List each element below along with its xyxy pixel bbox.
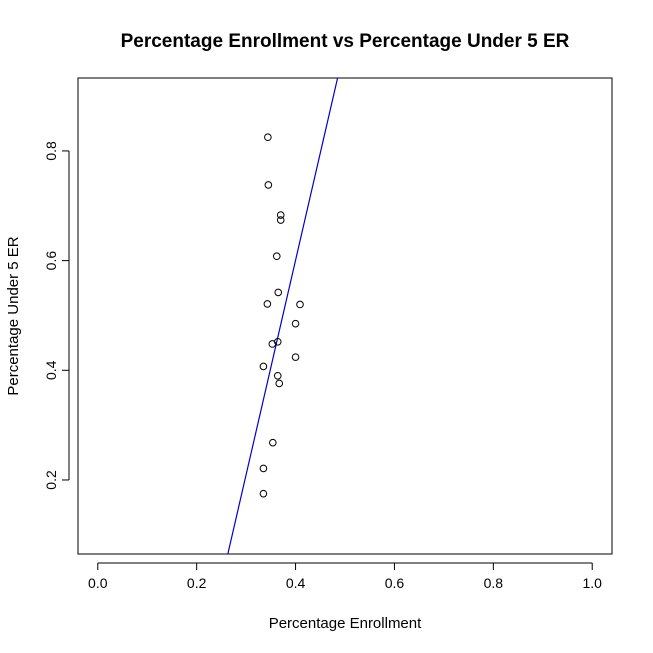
data-point (259, 362, 268, 371)
y-axis-label: Percentage Under 5 ER (5, 236, 22, 395)
data-point (273, 371, 282, 380)
y-tick-label: 0.4 (43, 360, 59, 380)
x-axis-label: Percentage Enrollment (269, 615, 422, 632)
data-point (291, 353, 300, 361)
data-point (264, 133, 272, 142)
plot-frame (77, 77, 613, 555)
chart-title: Percentage Enrollment vs Percentage Unde… (121, 31, 570, 52)
data-point (291, 319, 300, 328)
x-tick-label: 1.0 (582, 575, 602, 591)
y-tick-label: 0.2 (43, 470, 59, 490)
y-axis: 0.2 0.4 0.6 0.8 (43, 141, 70, 490)
x-tick-label: 0.2 (187, 575, 207, 591)
data-point (274, 288, 283, 297)
x-tick-label: 0.6 (385, 575, 405, 591)
x-tick-label: 0.0 (88, 575, 108, 591)
data-point (259, 464, 268, 473)
data-point (259, 489, 268, 498)
x-axis: 0.0 0.2 0.4 0.6 0.8 1.0 (88, 562, 602, 591)
data-point (276, 211, 285, 219)
data-point (276, 216, 285, 224)
data-point (263, 300, 272, 308)
y-tick-label: 0.6 (43, 251, 59, 271)
data-point (264, 181, 273, 189)
data-point (275, 379, 284, 388)
fit-line-layer (227, 77, 339, 555)
x-tick-label: 0.8 (484, 575, 504, 591)
data-point (269, 438, 277, 447)
y-tick-label: 0.8 (43, 141, 59, 161)
data-point (268, 340, 277, 348)
data-point (272, 252, 281, 261)
data-point (296, 300, 304, 309)
x-tick-label: 0.4 (286, 575, 306, 591)
points-layer (259, 133, 304, 498)
fit-line (227, 77, 339, 555)
